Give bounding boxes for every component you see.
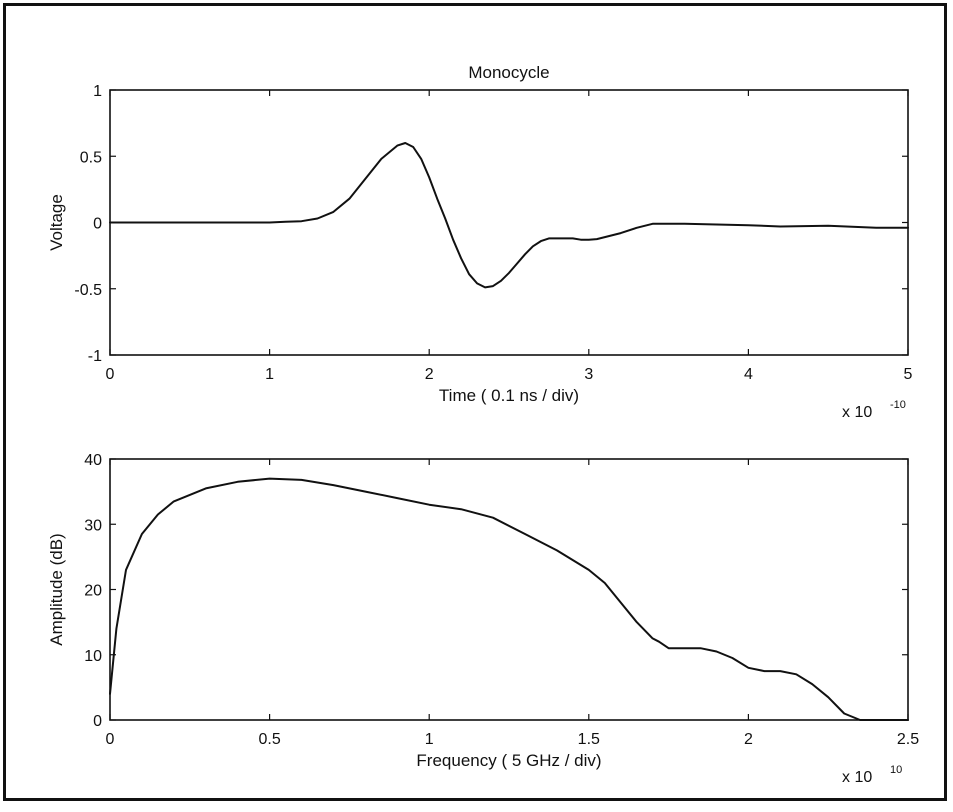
spectrum-y-tick-label: 10 [84, 648, 102, 665]
spectrum-chart: 0 0.5 1 1.5 2 2.5 0 10 20 30 40 Frequency ( 5 GHz /… [47, 452, 919, 786]
spectrum-y-tick-label: 0 [93, 713, 102, 730]
monocycle-y-tick-label: -0.5 [74, 282, 102, 299]
monocycle-x-tick-label: 2 [425, 366, 434, 383]
spectrum-series-line [109, 477, 909, 721]
spectrum-y-axis-label: Amplitude (dB) [47, 533, 66, 645]
monocycle-x-tick-label: 4 [744, 366, 753, 383]
figure-border [3, 3, 947, 801]
monocycle-y-tick-label: 0.5 [80, 149, 102, 166]
monocycle-series-line [109, 142, 909, 289]
monocycle-y-axis-label: Voltage [47, 194, 66, 251]
spectrum-y-tick-label: 20 [84, 583, 102, 600]
spectrum-y-tick-label: 30 [84, 517, 102, 534]
spectrum-x-tick-label: 2 [744, 731, 753, 748]
monocycle-x-tick-label: 1 [265, 366, 274, 383]
monocycle-x-exponent-power: -10 [890, 399, 906, 411]
spectrum-x-tick-label: 0 [106, 731, 115, 748]
spectrum-x-axis-label: Frequency ( 5 GHz / div) [416, 751, 601, 770]
monocycle-x-tick-label: 5 [904, 366, 913, 383]
monocycle-y-tick-label: -1 [88, 348, 102, 365]
monocycle-x-tick-label: 3 [584, 366, 593, 383]
monocycle-x-exponent-multiplier: x 10 [842, 404, 872, 421]
spectrum-y-tick-label: 40 [84, 452, 102, 469]
spectrum-x-tick-label: 0.5 [258, 731, 280, 748]
spectrum-x-exponent-power: 10 [890, 764, 902, 776]
monocycle-chart: 0 1 2 3 4 5 -1 -0.5 0 0.5 1 Monocycle Time ( 0.1 ns … [47, 63, 913, 421]
spectrum-x-tick-label: 1 [425, 731, 434, 748]
monocycle-x-axis-label: Time ( 0.1 ns / div) [439, 386, 579, 405]
spectrum-x-tick-label: 1.5 [578, 731, 600, 748]
spectrum-x-tick-label: 2.5 [897, 731, 919, 748]
spectrum-x-exponent-multiplier: x 10 [842, 769, 872, 786]
monocycle-y-tick-label: 1 [93, 83, 102, 100]
monocycle-x-tick-label: 0 [106, 366, 115, 383]
monocycle-chart-title: Monocycle [468, 63, 549, 82]
monocycle-y-tick-label: 0 [93, 216, 102, 233]
